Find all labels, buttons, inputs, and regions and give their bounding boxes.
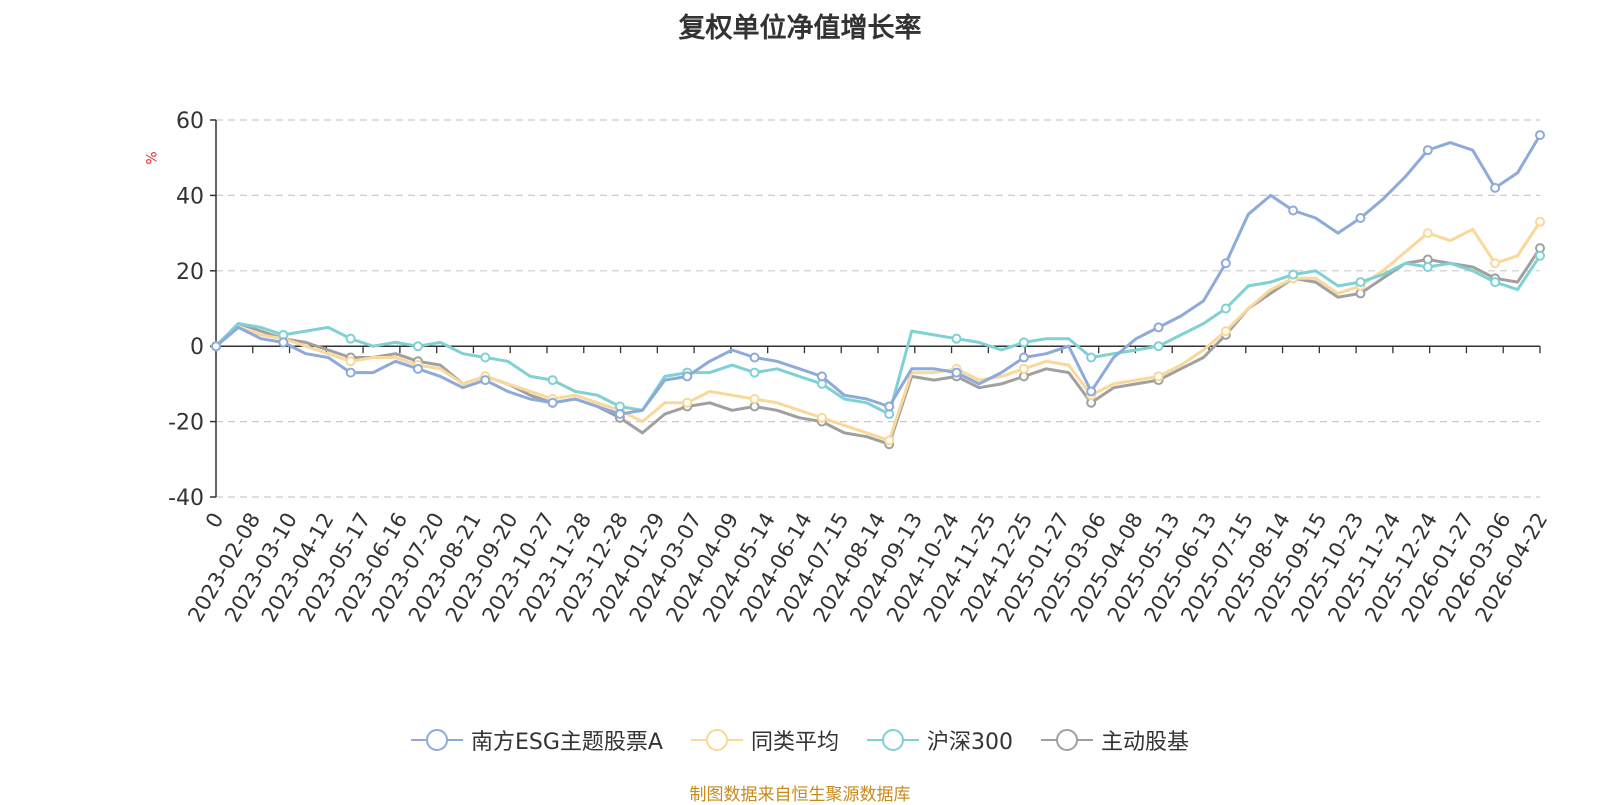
data-point: [816, 412, 827, 423]
data-point: [480, 352, 491, 363]
data-point: [1535, 250, 1545, 261]
series-line-1: [215, 220, 1542, 442]
data-point: [345, 367, 356, 378]
legend-item-2[interactable]: 沪深300: [866, 724, 1013, 756]
data-point: [211, 341, 221, 352]
legend-item-3[interactable]: 主动股基: [1040, 724, 1189, 756]
y-tick-label: 0: [190, 335, 204, 360]
data-point: [345, 333, 356, 344]
legend-symbol-2: [866, 729, 919, 751]
data-point: [1018, 352, 1029, 363]
data-point: [1086, 386, 1097, 397]
data-point: [1490, 258, 1501, 269]
data-point: [682, 397, 693, 408]
x-tick-label: 0: [201, 509, 228, 533]
data-point: [951, 333, 962, 344]
data-point: [547, 375, 558, 386]
data-point: [1086, 352, 1097, 363]
data-point: [884, 435, 895, 446]
line-chart: -40-20020406002023-02-082023-03-102023-0…: [168, 109, 1552, 626]
data-point: [1422, 145, 1433, 156]
y-tick-label: 60: [176, 109, 204, 134]
data-point: [1153, 371, 1164, 382]
legend: 南方ESG主题股票A 同类平均 沪深300 主动股基: [0, 724, 1600, 756]
legend-label-2: 沪深300: [926, 730, 1013, 755]
legend-label-0: 南方ESG主题股票A: [471, 730, 663, 755]
data-point: [682, 371, 693, 382]
data-point: [1220, 326, 1231, 337]
series-line-2: [214, 254, 1542, 416]
data-point: [1018, 363, 1029, 374]
legend-item-0[interactable]: 南方ESG主题股票A: [411, 724, 663, 756]
y-tick-label: -20: [168, 411, 204, 436]
y-tick-label: 40: [176, 184, 204, 209]
data-point: [749, 393, 760, 404]
series-line-3: [214, 247, 1542, 446]
data-point: [749, 352, 760, 363]
data-point: [412, 363, 423, 374]
data-point: [1153, 322, 1164, 333]
legend-label-3: 主动股基: [1100, 730, 1189, 755]
data-point: [480, 375, 491, 386]
data-point: [749, 367, 760, 378]
data-point: [1153, 341, 1164, 352]
chart-title: 复权单位净值增长率: [678, 13, 922, 44]
data-point: [1288, 205, 1299, 216]
data-point: [1490, 277, 1501, 288]
data-point: [1422, 228, 1433, 239]
y-tick-label: 20: [176, 260, 204, 285]
data-point: [1355, 277, 1366, 288]
data-point: [345, 356, 356, 367]
data-point: [1220, 258, 1231, 269]
legend-symbol-3: [1040, 729, 1093, 751]
data-point: [1355, 213, 1366, 224]
data-point: [1422, 262, 1433, 273]
data-source-note: 制图数据来自恒生聚源数据库: [689, 785, 911, 805]
data-point: [1490, 182, 1501, 193]
legend-symbol-1: [690, 729, 743, 751]
data-point: [1018, 337, 1029, 348]
data-point: [1535, 130, 1545, 141]
legend-symbol-0: [411, 729, 463, 751]
series-line-0: [215, 134, 1542, 416]
data-point: [1220, 303, 1231, 314]
y-tick-label: -40: [168, 486, 204, 511]
legend-item-1[interactable]: 同类平均: [690, 724, 839, 756]
data-point: [1288, 269, 1299, 280]
data-point: [1535, 216, 1545, 227]
data-point: [412, 341, 423, 352]
data-point: [816, 371, 827, 382]
legend-label-1: 同类平均: [750, 730, 839, 755]
data-point: [547, 397, 558, 408]
data-point: [884, 401, 895, 412]
data-point: [614, 409, 625, 420]
data-point: [278, 337, 289, 348]
data-point: [951, 367, 962, 378]
